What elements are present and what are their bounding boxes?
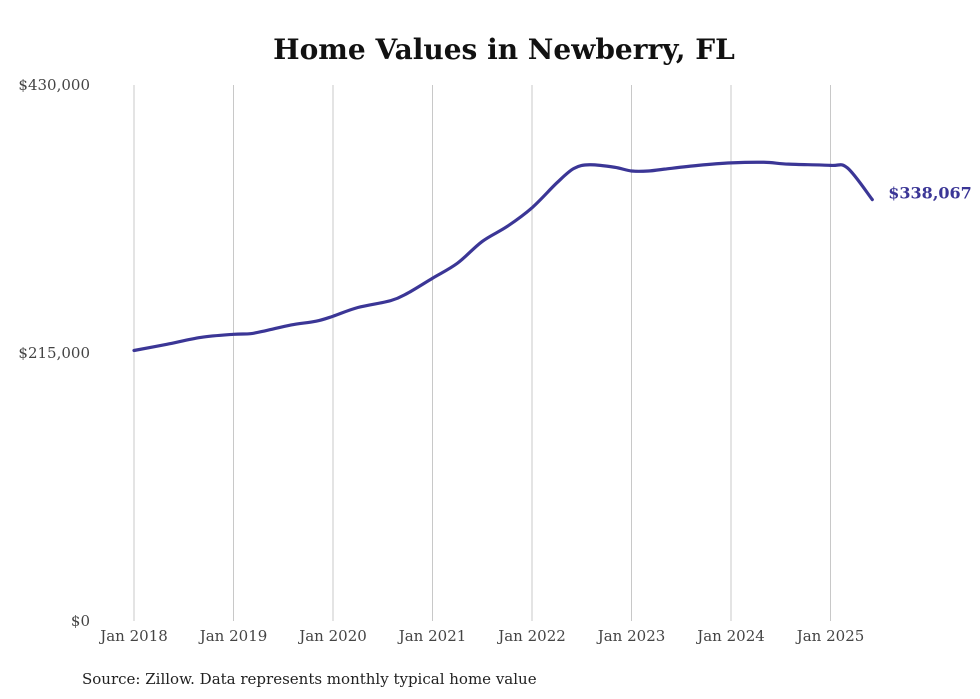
x-tick-label: Jan 2025 xyxy=(795,627,865,645)
x-tick-label: Jan 2022 xyxy=(496,627,566,645)
x-tick-label: Jan 2023 xyxy=(596,627,666,645)
y-tick-label: $0 xyxy=(71,612,90,630)
y-tick-label: $215,000 xyxy=(18,344,90,362)
x-tick-label: Jan 2018 xyxy=(98,627,168,645)
x-tick-label: Jan 2021 xyxy=(397,627,467,645)
y-axis: $0 $215,000 $430,000 xyxy=(18,76,90,630)
x-axis: Jan 2018 Jan 2019 Jan 2020 Jan 2021 Jan 2022… xyxy=(98,627,864,645)
chart-title: Home Values in Newberry, FL xyxy=(273,33,735,66)
x-tick-label: Jan 2019 xyxy=(198,627,268,645)
series-end-label: $338,067 xyxy=(888,184,972,203)
series-layer: $338,067 xyxy=(132,160,972,353)
y-tick-label: $430,000 xyxy=(18,76,90,94)
x-tick-label: Jan 2020 xyxy=(297,627,367,645)
x-tick-label: Jan 2024 xyxy=(695,627,765,645)
series-line xyxy=(132,160,874,353)
gridlines xyxy=(133,85,831,621)
source-note: Source: Zillow. Data represents monthly … xyxy=(82,670,537,688)
